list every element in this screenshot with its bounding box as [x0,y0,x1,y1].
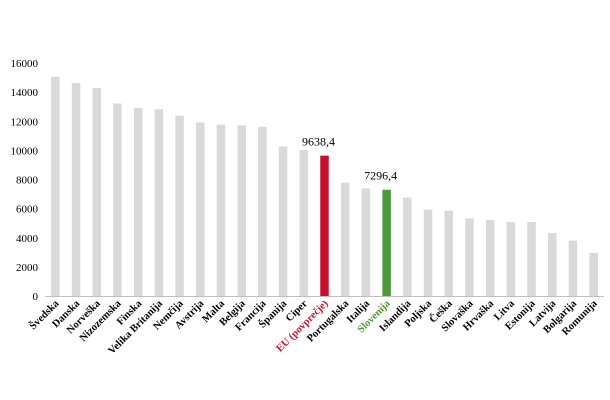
bar-4 [133,107,143,296]
bar-18 [423,209,433,296]
bar-19 [444,210,453,296]
data-label: 7296,4 [364,169,397,183]
bar-0 [51,76,60,296]
bar-8 [216,124,226,297]
y-tick-label: 16000 [11,58,39,70]
bar-23 [527,222,536,296]
y-axis: 0 2000 4000 6000 8000 10000 12000 14000 16000 [11,58,604,303]
y-tick-label: 6000 [16,204,39,216]
bar-12 [299,150,309,296]
y-tick-label: 4000 [16,233,39,245]
bar-20 [465,218,474,296]
bar-24 [547,232,557,296]
bar-6 [175,115,184,296]
bar-25 [568,240,578,296]
bar-14 [340,182,350,296]
y-tick-label: 10000 [11,145,39,157]
bar-9 [237,125,246,296]
bar-7 [196,122,205,296]
bar-5 [154,109,164,296]
y-tick-label: 8000 [16,175,39,187]
y-tick-label: 14000 [11,87,39,99]
y-tick-label: 12000 [11,116,39,128]
bar-13 [320,155,329,296]
bar-26 [589,252,598,296]
bar-22 [506,222,516,296]
data-labels: 9638,4 7296,4 [302,135,397,183]
y-tick-label: 2000 [16,262,39,274]
bar-15 [361,188,371,296]
bar-10 [258,126,267,296]
bar-1 [71,83,81,296]
bar-2 [92,88,102,296]
bar-21 [485,219,495,296]
bars [51,76,598,297]
data-label: 9638,4 [302,135,335,149]
bar-17 [403,197,412,296]
bar-3 [113,103,122,296]
x-axis: ŠvedskaDanskaNorveškaNizozemskaFinskaVel… [26,296,600,356]
bar-16 [382,189,391,296]
bar-11 [278,146,288,296]
y-tick-label: 0 [33,291,39,303]
